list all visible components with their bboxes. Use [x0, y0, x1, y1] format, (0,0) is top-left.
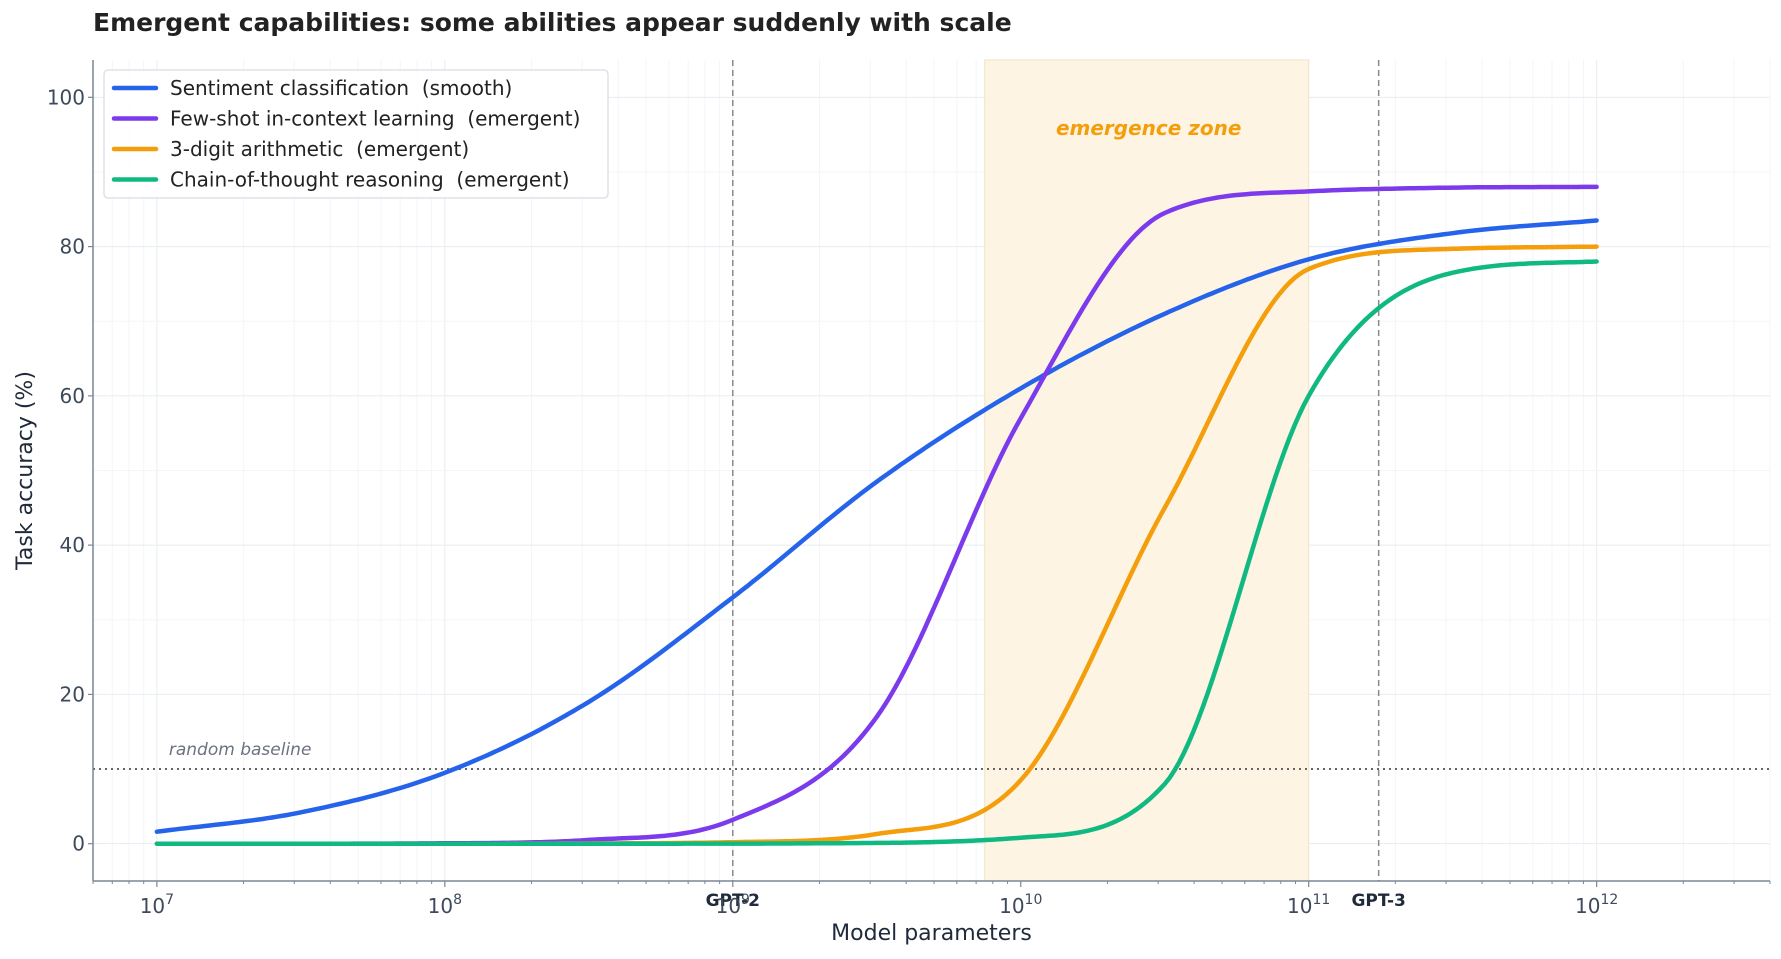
emergence-zone-band	[984, 59, 1310, 882]
series-line-2	[154, 184, 1599, 846]
chart-title: Emergent capabilities: some abilities ap…	[93, 8, 1012, 37]
x-tick-label: 1010	[999, 892, 1042, 918]
legend-label-1: Sentiment classification (smooth)	[170, 76, 512, 100]
legend-box	[103, 69, 609, 199]
emergence-zone-label: emergence zone	[1056, 116, 1242, 140]
y-tick-label: 0	[72, 832, 85, 856]
series-lines	[154, 184, 1599, 846]
reference-label: GPT-3	[1351, 891, 1405, 911]
reference-lines: random baseline GPT-2 GPT-3	[93, 60, 1770, 911]
y-axis-label: Task accuracy (%)	[13, 371, 38, 571]
axes: 0 20 40 60 80 100 107 108 109 1010 1011 1012 Model p…	[13, 60, 1771, 946]
y-tick-label: 100	[47, 85, 85, 109]
reference-label: GPT-2	[706, 891, 760, 911]
x-tick-label: 107	[140, 892, 174, 918]
legend: Sentiment classification (smooth) Few-sho…	[103, 69, 609, 199]
emergence-zone: emergence zone	[984, 59, 1310, 882]
x-tick-label: 109	[716, 892, 750, 918]
x-axis-label: Model parameters	[831, 921, 1032, 946]
legend-label-4: Chain-of-thought reasoning (emergent)	[170, 168, 570, 192]
x-tick-label: 1012	[1575, 892, 1618, 918]
legend-label-2: Few-shot in-context learning (emergent)	[170, 107, 580, 131]
x-tick-label: 1011	[1287, 892, 1330, 918]
y-tick-label: 40	[60, 533, 85, 557]
y-tick-label: 60	[60, 384, 85, 408]
series-line-1	[154, 218, 1599, 834]
x-tick-label: 108	[428, 892, 462, 918]
y-tick-label: 20	[60, 682, 85, 706]
baseline-label: random baseline	[169, 740, 312, 760]
legend-label-3: 3-digit arithmetic (emergent)	[170, 137, 469, 161]
y-tick-label: 80	[60, 235, 85, 259]
series-line-4	[154, 259, 1599, 846]
